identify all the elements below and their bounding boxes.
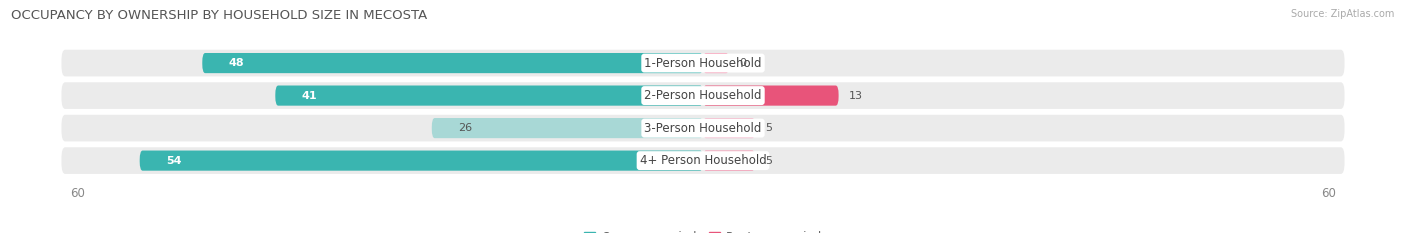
FancyBboxPatch shape (202, 53, 703, 73)
FancyBboxPatch shape (276, 86, 703, 106)
Text: 13: 13 (849, 91, 863, 101)
FancyBboxPatch shape (62, 50, 1344, 76)
FancyBboxPatch shape (139, 151, 703, 171)
Text: 2-Person Household: 2-Person Household (644, 89, 762, 102)
FancyBboxPatch shape (432, 118, 703, 138)
FancyBboxPatch shape (703, 86, 838, 106)
Text: 1-Person Household: 1-Person Household (644, 57, 762, 70)
FancyBboxPatch shape (703, 53, 730, 73)
FancyBboxPatch shape (703, 151, 755, 171)
Text: 26: 26 (458, 123, 472, 133)
FancyBboxPatch shape (62, 82, 1344, 109)
Text: 0: 0 (740, 58, 747, 68)
Text: 5: 5 (766, 156, 772, 166)
FancyBboxPatch shape (703, 118, 755, 138)
Text: 48: 48 (228, 58, 245, 68)
Text: 41: 41 (301, 91, 316, 101)
Text: 5: 5 (766, 123, 772, 133)
Text: 4+ Person Household: 4+ Person Household (640, 154, 766, 167)
Legend: Owner-occupied, Renter-occupied: Owner-occupied, Renter-occupied (579, 226, 827, 233)
FancyBboxPatch shape (62, 115, 1344, 141)
Text: OCCUPANCY BY OWNERSHIP BY HOUSEHOLD SIZE IN MECOSTA: OCCUPANCY BY OWNERSHIP BY HOUSEHOLD SIZE… (11, 9, 427, 22)
Text: 54: 54 (166, 156, 181, 166)
Text: 3-Person Household: 3-Person Household (644, 122, 762, 135)
FancyBboxPatch shape (62, 147, 1344, 174)
Text: Source: ZipAtlas.com: Source: ZipAtlas.com (1291, 9, 1395, 19)
